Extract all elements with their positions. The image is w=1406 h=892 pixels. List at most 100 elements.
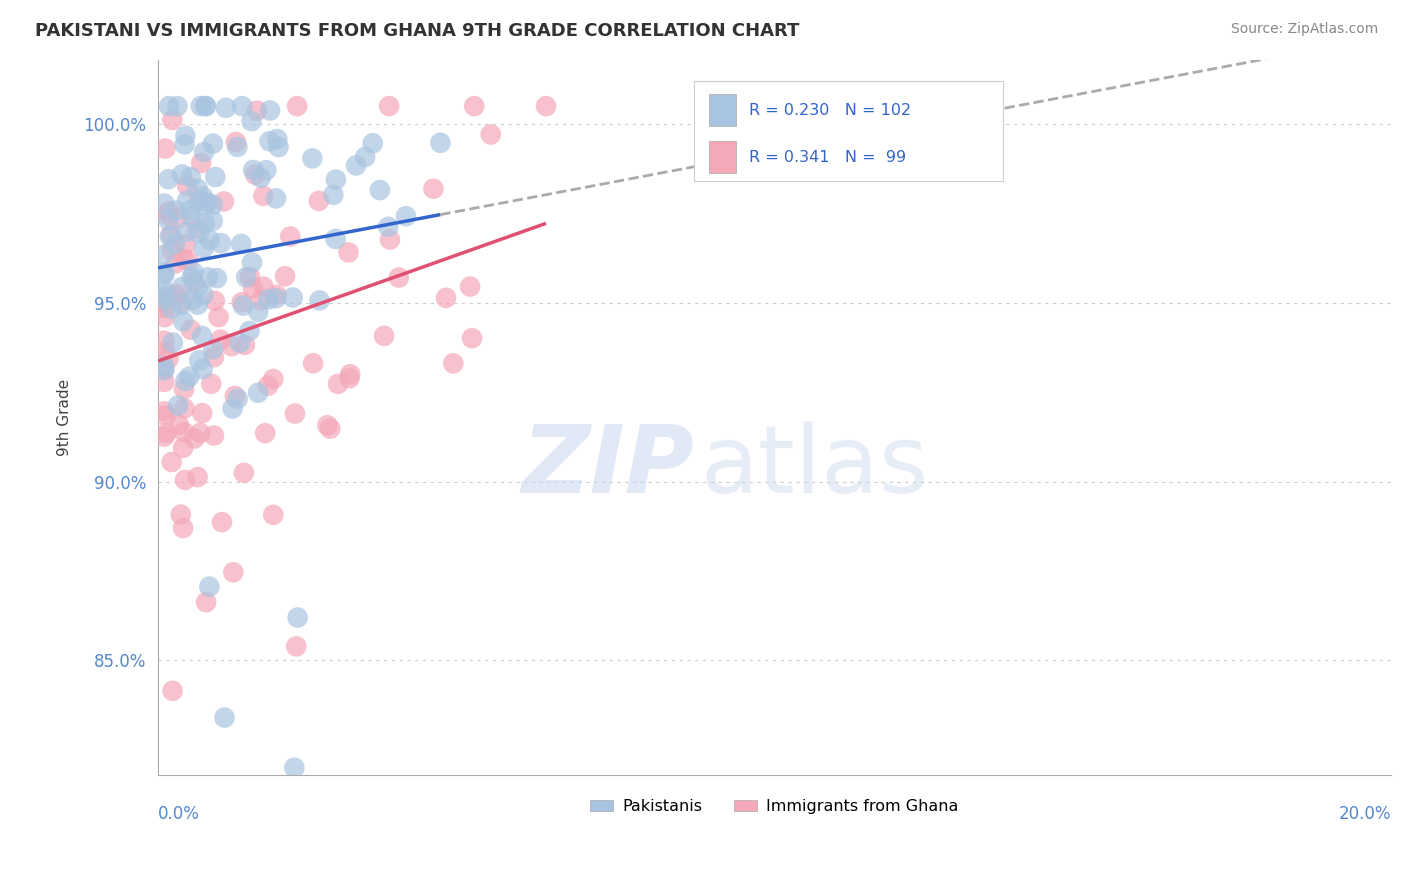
Point	[281, 290, 304, 304]
Point	[441, 356, 464, 370]
Point	[354, 150, 377, 164]
Point	[187, 226, 209, 240]
Point	[322, 187, 344, 202]
Point	[153, 361, 176, 376]
Point	[162, 335, 184, 350]
Point	[221, 401, 243, 416]
Point	[172, 441, 194, 455]
Point	[222, 565, 245, 579]
Point	[198, 233, 221, 247]
Point	[287, 610, 309, 624]
Point	[249, 170, 271, 185]
Point	[207, 310, 229, 324]
Point	[173, 401, 195, 416]
Point	[267, 140, 290, 154]
Point	[187, 470, 209, 484]
Point	[232, 466, 254, 480]
Point	[170, 168, 193, 182]
Point	[191, 329, 214, 343]
Point	[167, 399, 190, 413]
Point	[231, 237, 253, 252]
Point	[153, 196, 176, 211]
Point	[373, 328, 395, 343]
Point	[200, 376, 222, 391]
Point	[339, 367, 361, 381]
Point	[153, 375, 176, 389]
Point	[285, 640, 308, 654]
Point	[388, 270, 411, 285]
Point	[165, 236, 187, 251]
Point	[266, 132, 288, 146]
Point	[160, 243, 183, 257]
Point	[202, 342, 225, 356]
Point	[183, 432, 205, 446]
Point	[434, 291, 457, 305]
Point	[181, 210, 204, 224]
Point	[174, 128, 197, 143]
Point	[156, 425, 179, 440]
Point	[209, 236, 232, 251]
Point	[233, 338, 256, 352]
Point	[193, 145, 215, 160]
Point	[278, 229, 301, 244]
Point	[377, 219, 399, 234]
Point	[183, 266, 205, 280]
Text: atlas: atlas	[700, 421, 929, 513]
Point	[211, 515, 233, 529]
Point	[212, 194, 235, 209]
Point	[209, 333, 232, 347]
Point	[180, 170, 202, 185]
Point	[167, 417, 190, 432]
Point	[155, 142, 177, 156]
Point	[156, 208, 179, 222]
Point	[458, 279, 481, 293]
Text: R = 0.230   N = 102: R = 0.230 N = 102	[748, 103, 911, 118]
Text: 20.0%: 20.0%	[1339, 805, 1391, 823]
Point	[180, 270, 202, 285]
Point	[193, 241, 215, 255]
Point	[254, 163, 277, 178]
Point	[254, 426, 277, 441]
Point	[339, 371, 361, 385]
Point	[257, 293, 280, 307]
Point	[155, 409, 177, 423]
Point	[264, 291, 287, 305]
Point	[174, 225, 197, 239]
Point	[187, 298, 209, 312]
Point	[157, 99, 180, 113]
Point	[179, 203, 201, 218]
Point	[361, 136, 384, 151]
Point	[195, 99, 218, 113]
Point	[344, 159, 367, 173]
Point	[162, 112, 184, 127]
Point	[252, 189, 274, 203]
Point	[231, 295, 253, 310]
Point	[221, 339, 243, 353]
Point	[378, 233, 401, 247]
Point	[285, 99, 308, 113]
Point	[226, 140, 249, 154]
Point	[262, 372, 284, 386]
Point	[274, 269, 297, 284]
Point	[160, 455, 183, 469]
FancyBboxPatch shape	[709, 141, 737, 173]
Point	[195, 195, 218, 210]
Point	[160, 227, 183, 242]
Point	[378, 99, 401, 113]
Point	[153, 344, 176, 359]
Point	[226, 392, 249, 406]
Point	[174, 473, 197, 487]
Point	[191, 362, 214, 376]
Point	[166, 99, 188, 113]
Point	[190, 156, 212, 170]
Point	[157, 351, 180, 366]
Point	[167, 211, 190, 226]
Point	[316, 418, 339, 433]
Point	[191, 406, 214, 420]
Point	[239, 270, 262, 285]
Point	[198, 580, 221, 594]
Point	[257, 378, 280, 392]
Text: Source: ZipAtlas.com: Source: ZipAtlas.com	[1230, 22, 1378, 37]
Point	[429, 136, 451, 150]
Point	[240, 114, 263, 128]
